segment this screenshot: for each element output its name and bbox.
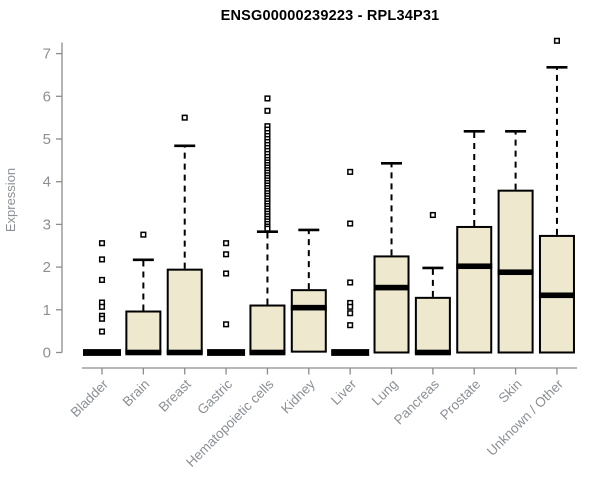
median-kidney [290,304,327,311]
y-tick-label: 2 [43,259,51,276]
x-tick-label: Brain [120,377,153,410]
median-brain [125,349,162,356]
outlier-point-bladder [98,240,106,247]
x-tick-label: Prostate [437,377,483,423]
x-tick-label: Breast [156,376,194,414]
x-tick-label: Liver [328,376,360,408]
y-tick-label: 0 [43,345,51,362]
outlier-point-breast [181,114,188,121]
outlier-point-gastric [223,251,230,258]
outlier-point-hematopoietic-cells [264,107,271,114]
outlier-point-gastric [223,240,230,247]
outlier-point-liver [347,279,354,286]
outlier-point-hematopoietic-cells [264,95,271,102]
x-tick-label: Bladder [68,376,112,420]
outlier-point-liver [347,310,354,317]
y-tick-label: 4 [43,174,51,191]
median-breast [166,349,203,356]
median-skin [497,269,534,276]
flat-box-liver [331,349,370,356]
x-tick-label: Unknown / Other [484,376,567,459]
outlier-point-bladder [98,303,106,310]
outlier-point-liver [347,220,354,227]
x-tick-label: Kidney [278,376,318,416]
box-brain [125,310,162,354]
y-axis-label: Expression [3,168,18,232]
flat-box-bladder [83,349,121,356]
median-hematopoietic-cells [249,349,286,356]
x-tick-label: Pancreas [391,376,442,427]
outlier-point-unknown-other [553,37,561,44]
x-tick-label: Gastric [194,376,235,417]
chart-title: ENSG00000239223 - RPL34P31 [220,8,440,24]
outlier-point-liver [347,168,354,175]
y-tick-label: 6 [43,88,51,105]
y-tick-label: 1 [43,302,51,319]
outlier-point-brain [140,231,147,238]
outlier-point-gastric [223,270,230,277]
box-kidney [290,289,327,353]
outlier-point-bladder [98,276,106,283]
box-breast [166,268,203,354]
median-prostate [456,263,493,270]
outlier-point-liver [347,322,354,329]
flat-box-gastric [207,349,246,356]
x-tick-label: Skin [496,377,525,406]
x-tick-label: Lung [369,377,401,409]
outlier-point-bladder [98,315,106,322]
box-prostate [456,225,493,354]
box-pancreas [414,296,451,354]
median-unknown-other [538,292,575,299]
y-tick-label: 5 [43,131,51,148]
box-hematopoietic-cells [249,304,286,354]
box-lung [373,255,410,354]
median-lung [373,284,410,291]
y-tick-label: 7 [43,46,51,63]
outlier-point-bladder [98,256,106,263]
outlier-point-hematopoietic-cells [264,225,271,232]
outlier-point-liver [347,303,354,310]
y-tick-label: 3 [43,216,51,233]
outlier-point-bladder [98,328,106,335]
outlier-point-pancreas [429,211,436,219]
median-pancreas [414,349,451,356]
outlier-point-gastric [223,321,230,328]
